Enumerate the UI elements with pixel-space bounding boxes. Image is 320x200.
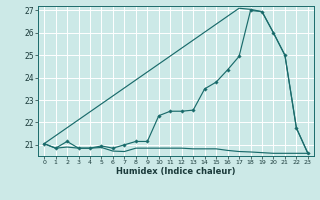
X-axis label: Humidex (Indice chaleur): Humidex (Indice chaleur) [116, 167, 236, 176]
